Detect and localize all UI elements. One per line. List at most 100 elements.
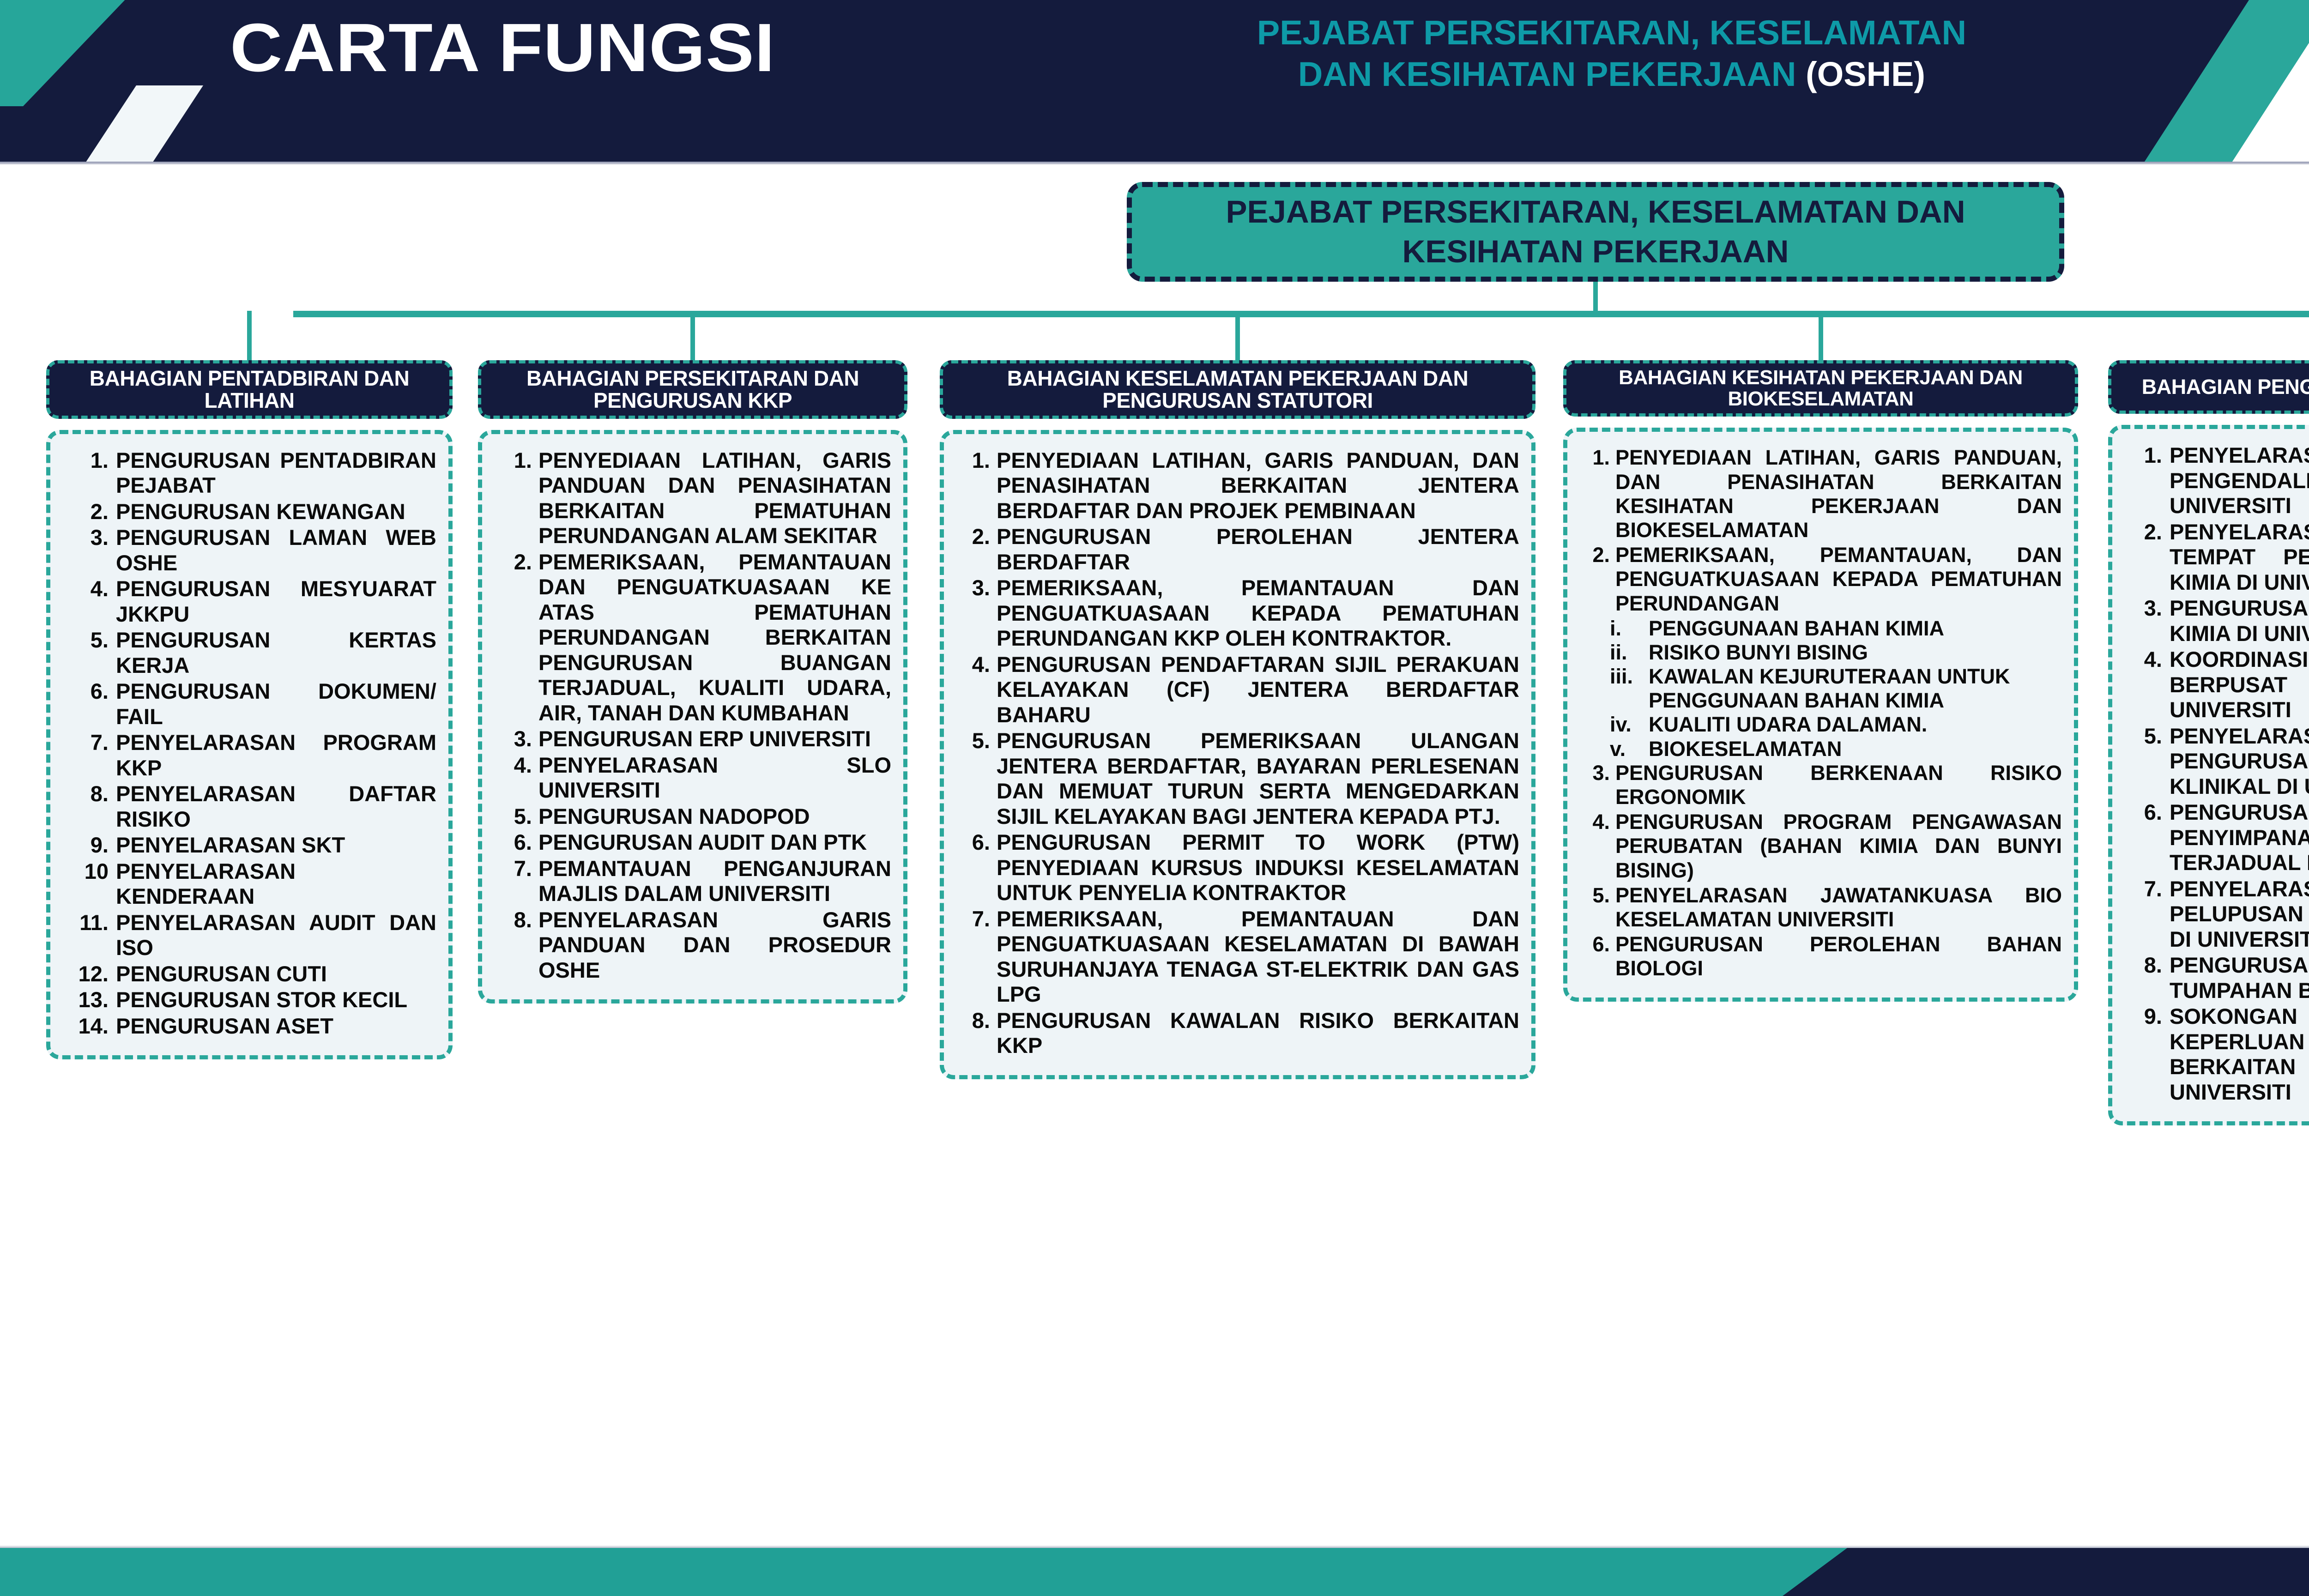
function-item: 3. PENGURUSAN ERP UNIVERSITI bbox=[492, 726, 891, 752]
subitem-indent bbox=[1578, 641, 1610, 665]
list-item: 8. PENYELARASAN DAFTAR RISIKO bbox=[60, 781, 436, 832]
function-item: 5. PENYELARASAN JAWATANKUASA BIO KESELAMA… bbox=[1578, 883, 2062, 931]
list-item: 7. PEMANTAUAN PENGANJURAN MAJLIS DALAM UN… bbox=[492, 856, 891, 907]
function-item-text: PEMERIKSAAN, PEMANTAUAN, DAN PENGUATKUAS… bbox=[1615, 543, 2062, 615]
root-org-node[interactable]: PEJABAT PERSEKITARAN, KESELAMATAN DAN KE… bbox=[1127, 182, 2064, 282]
list-item: 1. PENYEDIAAN LATIHAN, GARIS PANDUAN DAN … bbox=[492, 448, 891, 549]
division-body-3: 1. PENYEDIAAN LATIHAN, GARIS PANDUAN, DAN… bbox=[940, 429, 1535, 1079]
function-item-number: 11. bbox=[79, 910, 109, 935]
function-item: 9. SOKONGAN PEMATUHAN KEPERLUAN PERUNDANG… bbox=[2122, 1004, 2309, 1105]
function-item: 3. PENGURUSAN BERKENAAN RISIKO ERGONOMIK bbox=[1578, 761, 2062, 809]
connector-drop-4 bbox=[1819, 311, 1823, 362]
function-item-number: 1. bbox=[90, 447, 109, 472]
function-list: 1. PENYELARASAN PENGURUSAN PENGENDALIAN B… bbox=[2122, 443, 2309, 1105]
division-header-4[interactable]: BAHAGIAN KESIHATAN PEKERJAAN DAN BIOKESE… bbox=[1563, 360, 2078, 417]
function-item-number: 7. bbox=[972, 906, 990, 931]
function-item-number: 7. bbox=[514, 856, 532, 881]
list-item: 4. PENYELARASAN SLO UNIVERSITI bbox=[492, 753, 891, 803]
function-subitem-number: v. bbox=[1610, 737, 1626, 761]
function-item-number: 2. bbox=[514, 549, 532, 574]
function-item-number: 14. bbox=[78, 1013, 109, 1038]
function-item-text: PENGURUSAN CUTI bbox=[116, 961, 327, 986]
function-item-text: PENYELARASAN DAFTAR RISIKO bbox=[116, 781, 436, 831]
function-item: 1. PENYEDIAAN LATIHAN, GARIS PANDUAN, DAN… bbox=[954, 448, 1519, 524]
function-item: 8. PENYELARASAN DAFTAR RISIKO bbox=[60, 781, 436, 832]
function-item: 7. PENYELARASAN PROGRAM KKP bbox=[60, 730, 436, 780]
function-item-text: PENYEDIAAN LATIHAN, GARIS PANDUAN, DAN P… bbox=[1615, 446, 2062, 542]
list-item: 2. PEMERIKSAAN, PEMANTAUAN DAN PENGUATKUA… bbox=[492, 550, 891, 726]
function-item-text: PENYEDIAAN LATIHAN, GARIS PANDUAN, DAN P… bbox=[997, 447, 1519, 523]
function-item: 6. PENGURUSAN PEROLEHAN BAHAN BIOLOGI bbox=[1578, 932, 2062, 980]
function-item-text: PENYELARASAN PENGURUSAN PENGENDALIAN BAH… bbox=[2170, 443, 2309, 518]
function-item: 12. PENGURUSAN CUTI bbox=[60, 961, 436, 987]
page-subtitle-acronym: (OSHE) bbox=[1806, 55, 1926, 94]
function-subitem-text: RISIKO BUNYI BISING bbox=[1649, 640, 1868, 664]
function-item-number: 8. bbox=[90, 781, 109, 806]
function-item-number: 2. bbox=[972, 524, 990, 549]
function-item: 1. PENYEDIAAN LATIHAN, GARIS PANDUAN, DAN… bbox=[1578, 446, 2062, 542]
connector-drop-3 bbox=[1235, 311, 1240, 362]
function-item: 14. PENGURUSAN ASET bbox=[60, 1014, 436, 1039]
header-navy-shape bbox=[0, 0, 2309, 164]
list-item: 3. PENGURUSAN ERP UNIVERSITI bbox=[492, 726, 891, 752]
function-item-text: PENGURUSAN NADOPOD bbox=[538, 804, 810, 828]
list-item: 3. PENGURUSAN BERKENAAN RISIKO ERGONOMIK bbox=[1578, 761, 2062, 809]
function-item: 2. PEMERIKSAAN, PEMANTAUAN DAN PENGUATKUA… bbox=[492, 550, 891, 726]
division-header-5[interactable]: BAHAGIAN PENGURUSAN BAHAN KIMIA bbox=[2108, 360, 2309, 414]
function-item-number: 1. bbox=[1592, 446, 1610, 470]
list-item: 1. PENYEDIAAN LATIHAN, GARIS PANDUAN, DAN… bbox=[1578, 446, 2062, 542]
division-header-2[interactable]: BAHAGIAN PERSEKITARAN DAN PENGURUSAN KKP bbox=[478, 360, 907, 419]
function-item-text: PENGURUSAN PEMERIKSAAN ULANGAN JENTERA B… bbox=[997, 728, 1519, 828]
list-item: 8. PENGURUSAN ERP BERKAITAN TUMPAHAN BAHA… bbox=[2122, 953, 2309, 1003]
division-header-label: BAHAGIAN KESIHATAN PEKERJAAN DAN BIOKESE… bbox=[1619, 366, 2023, 411]
function-subitem: v. BIOKESELAMATAN bbox=[1578, 737, 2062, 761]
list-item: 3. PENGURUSAN LAMAN WEB OSHE bbox=[60, 525, 436, 575]
function-item: 7. PEMERIKSAAN, PEMANTAUAN DAN PENGUATKUA… bbox=[954, 907, 1519, 1007]
function-item-text: PEMANTAUAN PENGANJURAN MAJLIS DALAM UNIV… bbox=[538, 856, 891, 906]
function-item-number: 5. bbox=[972, 728, 990, 753]
list-item: 6. PENGURUSAN AUDIT DAN PTK bbox=[492, 830, 891, 855]
function-item-text: PENYELARASAN RUANG DAN TEMPAT PENGENDALI… bbox=[2170, 519, 2309, 594]
division-column-4: BAHAGIAN KESIHATAN PEKERJAAN DAN BIOKESE… bbox=[1563, 360, 2078, 1002]
connector-drop-1 bbox=[247, 311, 252, 362]
connector-horizontal-bus bbox=[293, 311, 2309, 317]
function-item-number: 5. bbox=[2144, 723, 2162, 748]
list-item: 8. PENGURUSAN KAWALAN RISIKO BERKAITAN KK… bbox=[954, 1008, 1519, 1058]
list-item: 4. KOORDINASI SISTEM DATA BERPUSAT BAHAN … bbox=[2122, 647, 2309, 723]
list-item: 6. PENGURUSAN DOKUMEN/ FAIL bbox=[60, 679, 436, 729]
function-item-number: 5. bbox=[1592, 883, 1610, 907]
function-subitem-number: iv. bbox=[1610, 713, 1632, 737]
function-subitem: iii. KAWALAN KEJURUTERAAN UNTUK PENGGUNAA… bbox=[1578, 665, 2062, 713]
header-band bbox=[0, 0, 2309, 164]
page-title: CARTA FUNGSI bbox=[230, 10, 775, 86]
function-item: 8. PENGURUSAN KAWALAN RISIKO BERKAITAN KK… bbox=[954, 1008, 1519, 1058]
list-item: 11. PENYELARASAN AUDIT DAN ISO bbox=[60, 910, 436, 961]
subitem-indent bbox=[1578, 665, 1610, 713]
function-list: 1. PENYEDIAAN LATIHAN, GARIS PANDUAN DAN … bbox=[492, 448, 891, 983]
division-header-3[interactable]: BAHAGIAN KESELAMATAN PEKERJAAN DAN PENGU… bbox=[940, 360, 1535, 419]
function-item-number: 6. bbox=[514, 830, 532, 855]
function-item-text: PENYELARASAN PROGRAM KKP bbox=[116, 730, 436, 780]
function-item: 6. PENGURUSAN DOKUMEN/ FAIL bbox=[60, 679, 436, 729]
footer-navy-band bbox=[1783, 1548, 2309, 1596]
function-list: 1. PENGURUSAN PENTADBIRAN PEJABAT 2. PENGUR… bbox=[60, 448, 436, 1039]
function-item-number: 1. bbox=[514, 447, 532, 472]
function-item: 2. PENGURUSAN KEWANGAN bbox=[60, 499, 436, 525]
function-item-number: 5. bbox=[90, 628, 109, 653]
list-item: 2. PENYELARASAN RUANG DAN TEMPAT PENGENDA… bbox=[2122, 520, 2309, 595]
list-item: 7. PENYELARASAN PROGRAM KKP bbox=[60, 730, 436, 780]
function-item-number: 1. bbox=[2144, 443, 2162, 467]
function-item-text: PENGURUSAN PENTADBIRAN PEJABAT bbox=[116, 447, 436, 498]
list-item: 9. SOKONGAN PEMATUHAN KEPERLUAN PERUNDANG… bbox=[2122, 1004, 2309, 1105]
connector-root-drop bbox=[1593, 282, 1598, 314]
division-header-1[interactable]: BAHAGIAN PENTADBIRAN DAN LATIHAN bbox=[46, 360, 453, 419]
function-item: 9. PENYELARASAN SKT bbox=[60, 833, 436, 858]
list-item: 10 PENYELARASAN KENDERAAN bbox=[60, 859, 436, 909]
function-item-text: PENYELARASAN AUDIT DAN ISO bbox=[116, 910, 436, 960]
division-header-label: BAHAGIAN PERSEKITARAN DAN PENGURUSAN KKP bbox=[526, 366, 859, 413]
list-item: 2. PEMERIKSAAN, PEMANTAUAN, DAN PENGUATKU… bbox=[1578, 543, 2062, 761]
function-item: 3. PENGURUSAN PEROLEHAN BAHAN KIMIA DI UN… bbox=[2122, 596, 2309, 646]
subitem-indent bbox=[1578, 617, 1610, 641]
function-item-text: PENGURUSAN PROGRAM PENGAWASAN PERUBATAN … bbox=[1615, 810, 2062, 882]
function-subitem-text: KAWALAN KEJURUTERAAN UNTUK PENGGUNAAN BA… bbox=[1649, 665, 2010, 713]
